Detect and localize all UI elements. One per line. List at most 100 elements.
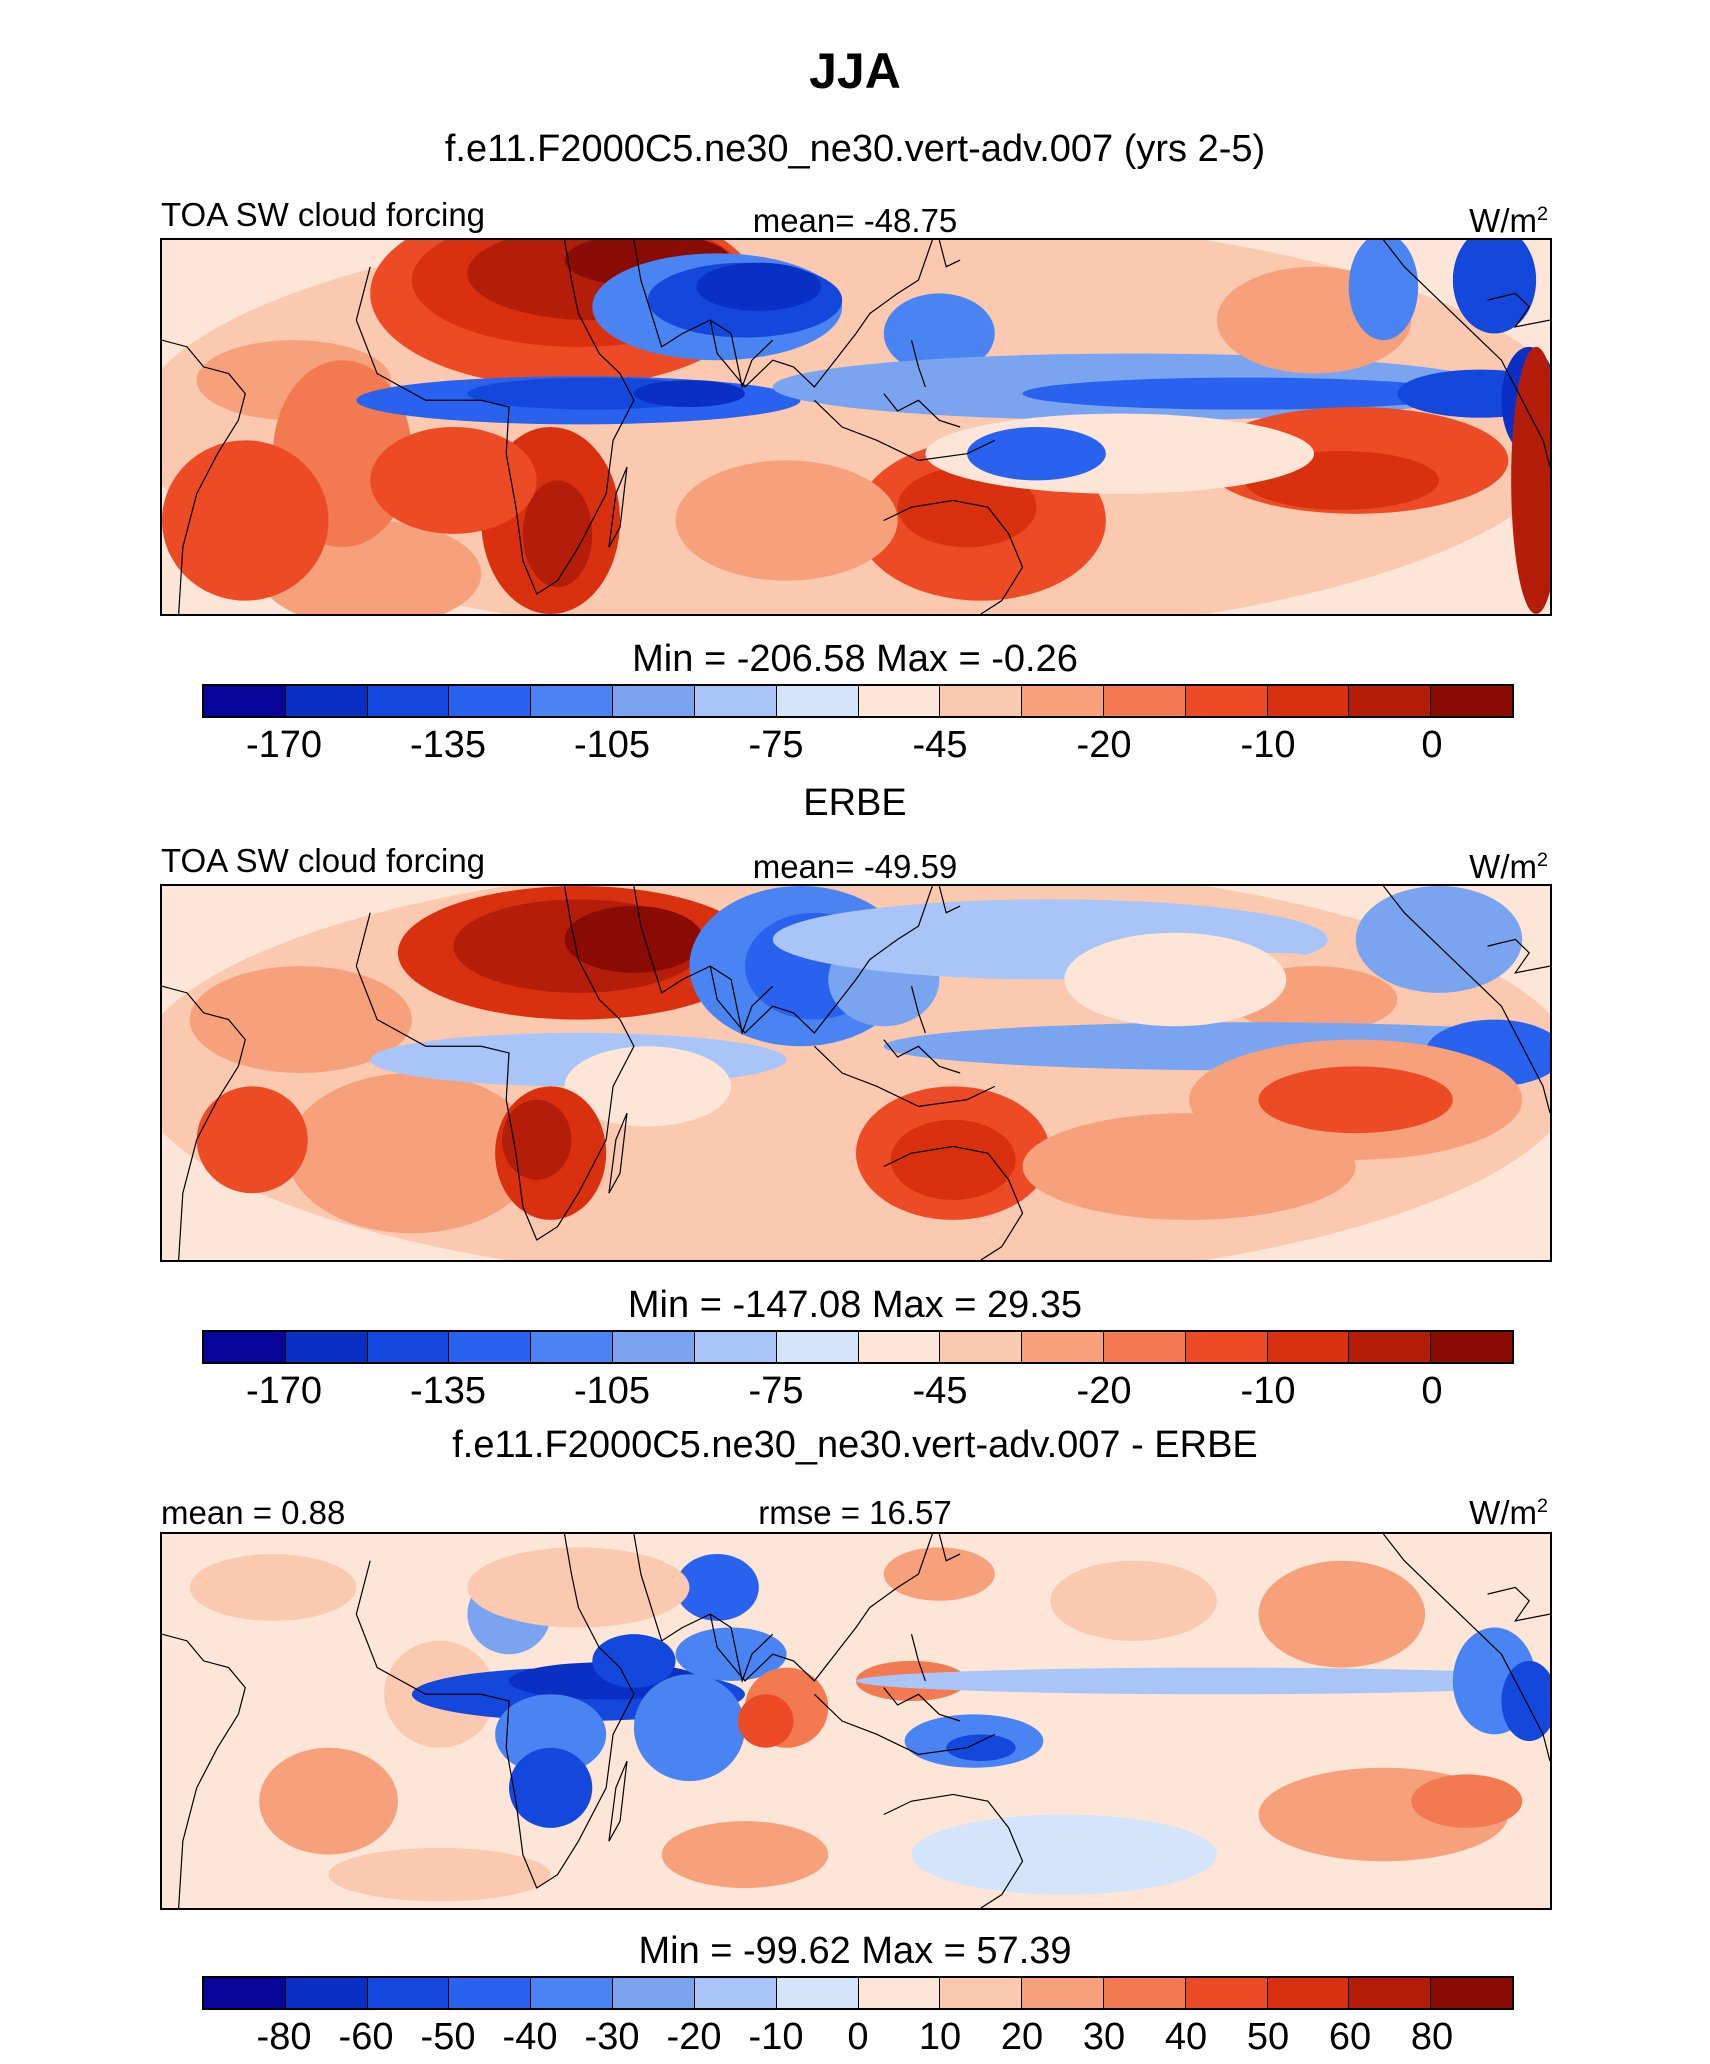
field-region <box>661 1821 829 1888</box>
field-region <box>286 1073 537 1234</box>
field-region <box>946 1734 1016 1762</box>
field-region <box>502 1099 572 1180</box>
colorbar-swatch <box>1267 1978 1350 2008</box>
colorbar-swatch <box>1185 1978 1268 2008</box>
colorbar-swatch <box>776 1978 859 2008</box>
field-region <box>633 380 745 407</box>
field-region <box>564 906 704 973</box>
colorbar-swatch <box>285 1332 368 1362</box>
coastline <box>609 1113 627 1193</box>
colorbar-tick-label: -75 <box>748 1370 804 1412</box>
panel-2-map-svg <box>162 886 1550 1260</box>
panel-2-mean-label: mean= -49.59 <box>752 848 958 885</box>
colorbar-tick-label: -75 <box>748 724 804 766</box>
panel-3-map-svg <box>162 1534 1550 1908</box>
colorbar-swatch <box>1022 1978 1104 2008</box>
colorbar-tick-label: -20 <box>666 2016 722 2058</box>
field-region <box>1258 1560 1426 1668</box>
field-region <box>967 427 1106 481</box>
colorbar-swatch <box>776 686 859 716</box>
colorbar-swatch <box>1267 686 1350 716</box>
colorbar-tick-label: 80 <box>1410 2016 1454 2058</box>
panel-3-minmax: Min = -99.62 Max = 57.39 <box>638 1930 1072 1972</box>
coastline <box>609 467 627 547</box>
field-region <box>328 1847 551 1902</box>
panel-2-colorbar <box>202 1330 1514 1364</box>
colorbar-swatch <box>940 1978 1023 2008</box>
coastline <box>634 240 932 387</box>
colorbar-swatch <box>694 1978 777 2008</box>
colorbar-tick-label: -30 <box>584 2016 640 2058</box>
panel-1-map-svg <box>162 240 1550 614</box>
colorbar-swatch <box>613 1332 695 1362</box>
colorbar-tick-label: -135 <box>409 724 487 766</box>
colorbar-tick-label: -20 <box>1076 1370 1132 1412</box>
coastline <box>609 1761 627 1841</box>
field-region <box>522 480 593 588</box>
colorbar-swatch <box>858 1978 941 2008</box>
panel-1-units: W/m2 <box>1469 202 1548 239</box>
colorbar-tick-label: 10 <box>918 2016 962 2058</box>
colorbar-swatch <box>1103 1978 1186 2008</box>
coastline <box>912 1634 926 1681</box>
coastline <box>634 1534 932 1681</box>
coastline <box>884 394 960 427</box>
colorbar-swatch <box>1349 686 1432 716</box>
coastline <box>939 1534 960 1561</box>
colorbar-swatch <box>776 1332 859 1362</box>
field-region <box>509 1747 593 1828</box>
colorbar-swatch <box>531 1978 614 2008</box>
coastline <box>884 500 1023 614</box>
panel-1-minmax: Min = -206.58 Max = -0.26 <box>632 638 1078 680</box>
colorbar-swatch <box>613 1978 695 2008</box>
coastline <box>1488 1587 1550 1620</box>
panel-3-title: f.e11.F2000C5.ne30_ne30.vert-adv.007 - E… <box>452 1424 1258 1466</box>
colorbar-tick-label: 20 <box>1000 2016 1044 2058</box>
colorbar-tick-label: -170 <box>245 1370 323 1412</box>
coastline <box>1488 939 1550 972</box>
panel-2-title: ERBE <box>803 782 907 824</box>
field-region <box>1348 240 1419 341</box>
coastline <box>912 340 926 387</box>
panel-3-colorbar <box>202 1976 1514 2010</box>
colorbar-swatch <box>858 1332 941 1362</box>
colorbar-tick-label: -105 <box>573 1370 651 1412</box>
colorbar-tick-label: 40 <box>1164 2016 1208 2058</box>
coastline <box>814 1694 994 1754</box>
field-region <box>890 1119 1016 1200</box>
colorbar-swatch <box>1185 686 1268 716</box>
colorbar-swatch <box>694 1332 777 1362</box>
field-region <box>1411 1774 1523 1828</box>
field-region <box>259 1747 398 1855</box>
coastline <box>710 966 772 1033</box>
field-region <box>1050 1560 1217 1641</box>
colorbar-swatch <box>1431 1332 1512 1362</box>
coastline <box>162 340 245 614</box>
colorbar-tick-label: -135 <box>409 1370 487 1412</box>
panel-2-map <box>160 884 1552 1262</box>
field-region <box>738 1694 794 1748</box>
colorbar-swatch <box>1022 1332 1104 1362</box>
colorbar-tick-label: -170 <box>245 724 323 766</box>
panel-3-rmse-label: rmse = 16.57 <box>758 1494 952 1531</box>
main-title: JJA <box>809 43 901 99</box>
colorbar-swatch <box>1431 1978 1512 2008</box>
field-region <box>1022 377 1467 410</box>
field-region <box>696 262 822 311</box>
panel-1-mean-label: mean= -48.75 <box>752 202 958 239</box>
coastline <box>162 1634 245 1908</box>
colorbar-swatch <box>1103 686 1186 716</box>
colorbar-tick-label: 0 <box>1421 724 1443 766</box>
coastline <box>356 1534 634 1888</box>
colorbar-tick-label: 30 <box>1082 2016 1126 2058</box>
coastline <box>1383 1534 1550 1761</box>
colorbar-tick-label: -45 <box>912 724 968 766</box>
colorbar-swatch <box>449 1332 532 1362</box>
coastline <box>356 240 634 594</box>
colorbar-swatch <box>1185 1332 1268 1362</box>
colorbar-swatch <box>367 1332 450 1362</box>
field-region <box>1355 886 1523 993</box>
colorbar-tick-label: 50 <box>1246 2016 1290 2058</box>
field-region <box>1064 932 1287 1027</box>
colorbar-swatch <box>285 686 368 716</box>
